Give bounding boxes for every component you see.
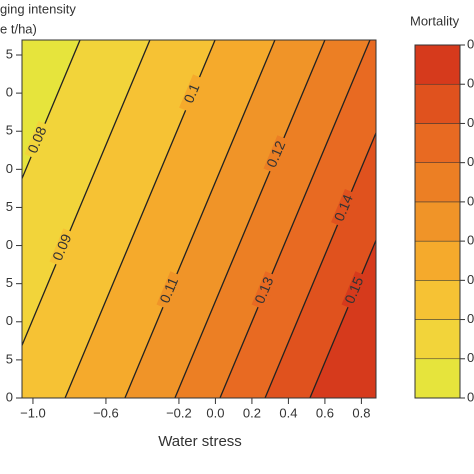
contour-line xyxy=(22,40,151,347)
contour-label-gap xyxy=(263,135,291,174)
x-tick-label: 0.8 xyxy=(352,405,370,420)
y-tick-label: 5 xyxy=(6,275,13,290)
colorbar-label: 0 xyxy=(467,311,474,326)
colorbar-label: 0 xyxy=(467,76,474,91)
y-axis-title: e t/ha) xyxy=(0,21,37,36)
colorbar-band xyxy=(414,83,461,124)
colorbar-label: 0 xyxy=(467,193,474,208)
colorbar-band xyxy=(414,123,461,163)
y-tick-label: 0 xyxy=(6,85,13,100)
contour-line xyxy=(309,238,376,398)
colorbar-label: 0 xyxy=(467,115,474,130)
y-tick-label: 0 xyxy=(6,237,13,252)
contour-label-gap xyxy=(49,228,77,267)
colorbar-label: 0 xyxy=(467,272,474,287)
colorbar-band xyxy=(414,201,461,242)
y-tick-label: 0 xyxy=(6,161,13,176)
colorbar-frame xyxy=(414,44,461,399)
contour-line xyxy=(22,40,81,181)
contour-band xyxy=(219,40,376,398)
y-tick-label: 5 xyxy=(6,351,13,366)
y-tick-label: 5 xyxy=(6,199,13,214)
contour-label-gap xyxy=(156,271,184,310)
x-tick-label: 0.6 xyxy=(316,405,334,420)
contour-band xyxy=(22,40,216,398)
colorbar-band xyxy=(414,319,461,360)
contour-label-gap xyxy=(341,271,369,310)
x-axis-title: Water stress xyxy=(158,433,242,450)
colorbar-label: 0 xyxy=(467,154,474,169)
y-tick-label: 0 xyxy=(6,313,13,328)
x-tick-label: 0.0 xyxy=(206,405,224,420)
colorbar-band xyxy=(414,280,461,320)
colorbar-label: 0 xyxy=(467,233,474,248)
colorbar-label: 0 xyxy=(467,389,474,404)
colorbar-band xyxy=(414,44,461,85)
y-axis-title: ging intensity xyxy=(0,1,76,16)
colorbar-label: 0 xyxy=(467,350,474,365)
contour-band xyxy=(124,40,325,398)
contour-line xyxy=(124,40,276,398)
contour-label-gap xyxy=(331,188,358,228)
contour-label-gap xyxy=(179,74,206,114)
contour-line xyxy=(174,40,326,398)
colorbar-band xyxy=(414,162,461,203)
plot-frame xyxy=(21,39,377,399)
y-tick-label: 5 xyxy=(6,46,13,61)
x-tick-label: −0.2 xyxy=(166,405,192,420)
contour-label: 0.1 xyxy=(180,81,202,105)
colorbar-band xyxy=(414,240,461,281)
x-tick-label: −0.6 xyxy=(93,405,119,420)
x-tick-label: 0.2 xyxy=(243,405,261,420)
plot-area: 0.080.090.10.110.120.130.140.15 xyxy=(22,40,376,398)
y-tick-label: 0 xyxy=(6,389,13,404)
contour-label-gap xyxy=(251,271,279,310)
contour-line xyxy=(219,40,371,398)
x-tick-label: 0.4 xyxy=(279,405,297,420)
legend-title: Mortality xyxy=(410,13,460,28)
colorbar-label: 0 xyxy=(467,36,474,51)
y-tick-label: 5 xyxy=(6,123,13,138)
x-tick-label: −1.0 xyxy=(20,405,46,420)
contour-band xyxy=(174,40,370,398)
colorbar-band xyxy=(414,358,461,399)
contour-label-gap xyxy=(24,120,52,160)
contour-band xyxy=(65,40,275,398)
